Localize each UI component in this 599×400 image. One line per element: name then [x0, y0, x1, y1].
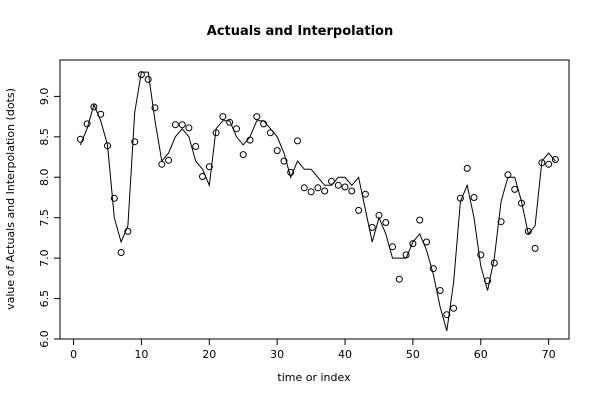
actual-point: [185, 124, 193, 132]
actual-point: [328, 177, 335, 185]
actual-point: [97, 110, 105, 118]
actual-point: [524, 227, 532, 235]
actual-point: [490, 259, 498, 267]
x-tick-label: 10: [134, 348, 148, 361]
actual-point: [334, 181, 342, 189]
actual-point: [260, 120, 268, 128]
x-tick-label: 60: [474, 348, 488, 361]
actual-point: [518, 199, 525, 207]
y-tick-label: 7.0: [38, 249, 51, 267]
actual-point: [144, 75, 152, 83]
chart-title: Actuals and Interpolation: [207, 24, 393, 39]
actual-point: [137, 71, 145, 79]
actual-point: [226, 118, 234, 126]
actual-point: [551, 156, 559, 163]
y-tick-label: 6.5: [38, 290, 51, 308]
actual-point: [504, 171, 512, 179]
x-tick-label: 0: [70, 348, 77, 361]
actual-point: [192, 143, 200, 150]
x-tick-label: 40: [338, 348, 352, 361]
x-tick-label: 50: [406, 348, 420, 361]
actual-point: [341, 183, 349, 191]
actual-point: [423, 238, 430, 246]
actual-point: [389, 243, 396, 251]
actual-point: [294, 137, 301, 145]
actual-point: [239, 151, 247, 159]
actual-point: [76, 135, 84, 143]
actual-point: [375, 211, 383, 219]
actual-point: [212, 129, 220, 137]
actual-point: [171, 121, 179, 129]
actual-point: [443, 311, 451, 319]
interpolation-line: [79, 71, 556, 332]
actual-point: [178, 121, 186, 129]
x-tick-label: 30: [270, 348, 284, 361]
interpolation-line-series: [79, 71, 556, 332]
actual-point: [280, 157, 288, 165]
y-axis-label: value of Actuals and Interpolation (dots…: [4, 88, 17, 310]
actual-point: [314, 184, 322, 192]
actual-point: [83, 120, 91, 128]
actual-point: [151, 104, 159, 112]
actual-point: [307, 188, 315, 196]
actual-point: [409, 240, 417, 248]
actual-point: [90, 103, 98, 111]
actual-point: [300, 184, 308, 192]
actual-point: [165, 156, 173, 164]
plot-area: [59, 59, 570, 340]
actual-point: [253, 113, 261, 121]
actual-point: [266, 129, 274, 137]
actual-point: [361, 190, 369, 198]
actual-point: [273, 147, 281, 155]
x-axis: 0 10 20 30 40 50 60 70: [70, 339, 556, 361]
actual-point: [355, 206, 363, 214]
actual-point: [470, 194, 478, 201]
actual-point: [436, 287, 444, 294]
x-axis-label: time or index: [277, 371, 351, 384]
y-axis: 6.0 6.5 7.0 7.5 8.0 8.5 9.0: [38, 88, 60, 348]
actual-point: [402, 251, 410, 259]
actual-point: [416, 216, 424, 224]
actual-point: [199, 173, 206, 180]
actual-point: [287, 168, 295, 176]
y-tick-label: 8.5: [38, 128, 51, 146]
actual-point: [124, 227, 132, 235]
actuals-point-series: [76, 71, 559, 319]
actual-point: [233, 125, 240, 133]
actual-point: [395, 275, 403, 283]
actual-point: [463, 164, 471, 172]
actual-point: [321, 187, 329, 195]
actual-point: [368, 223, 376, 231]
actual-point: [104, 142, 111, 150]
actual-point: [158, 160, 166, 168]
actual-point: [219, 113, 227, 121]
actual-point: [497, 218, 505, 226]
actual-point: [117, 249, 125, 256]
actual-point: [110, 194, 118, 202]
x-tick-label: 20: [202, 348, 216, 361]
actual-point: [348, 187, 356, 195]
y-tick-label: 8.0: [38, 169, 51, 187]
y-tick-label: 9.0: [38, 88, 51, 106]
actual-point: [429, 265, 437, 273]
actual-point: [477, 251, 485, 259]
y-tick-label: 6.0: [38, 330, 51, 348]
actual-point: [531, 244, 539, 252]
actual-point: [545, 160, 553, 168]
actual-point: [246, 136, 254, 144]
y-tick-label: 7.5: [38, 209, 51, 227]
actual-point: [456, 194, 464, 202]
x-tick-label: 70: [542, 348, 556, 361]
actual-point: [205, 163, 213, 171]
actual-point: [511, 185, 519, 193]
actual-point: [382, 219, 390, 226]
actual-point: [484, 277, 492, 285]
actual-point: [450, 304, 458, 312]
actual-point: [538, 159, 546, 167]
actual-point: [131, 138, 139, 146]
